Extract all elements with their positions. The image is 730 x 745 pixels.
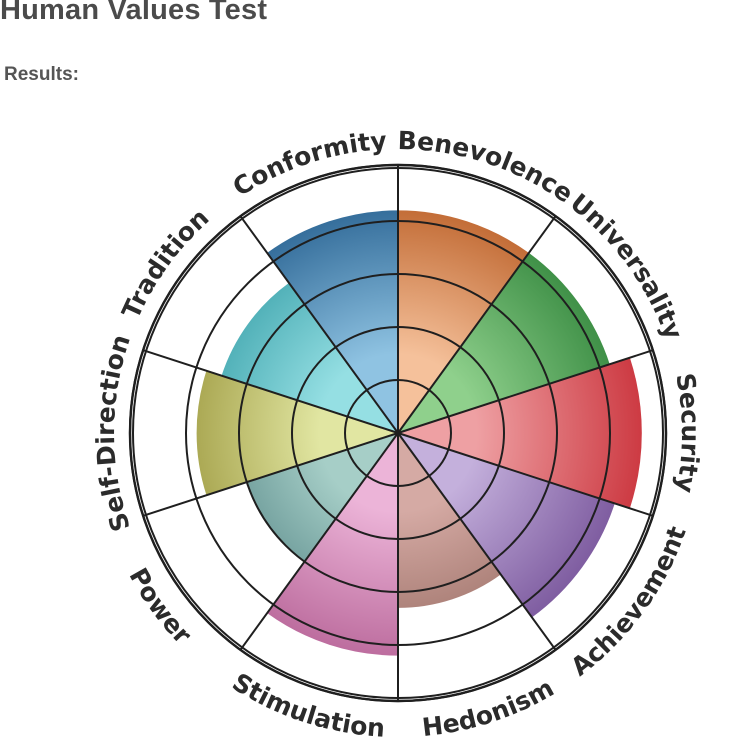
wedge-power bbox=[246, 433, 398, 562]
sector-divider bbox=[397, 215, 557, 434]
sector-divider bbox=[239, 215, 399, 434]
results-label: Results: bbox=[4, 64, 79, 85]
wedge-stimulation bbox=[267, 433, 398, 656]
page-title: Human Values Test bbox=[0, 0, 268, 26]
wedge-tradition bbox=[221, 282, 398, 433]
sector-divider bbox=[239, 432, 399, 651]
label-security: Security bbox=[670, 371, 705, 495]
sector-divider bbox=[142, 349, 399, 434]
wedge-security bbox=[398, 357, 642, 509]
wedge-achievement bbox=[398, 433, 615, 618]
wedge-benevolence bbox=[398, 210, 529, 433]
wedge-self-direction bbox=[196, 370, 398, 496]
sector-divider bbox=[397, 432, 557, 651]
sector-divider bbox=[397, 432, 654, 517]
wedge-hedonism bbox=[398, 433, 501, 608]
wedge-conformity bbox=[267, 210, 398, 433]
sector-divider bbox=[397, 349, 654, 434]
wedge-universality bbox=[398, 252, 610, 433]
outer-ring-outline bbox=[128, 163, 668, 703]
sector-divider bbox=[142, 432, 399, 517]
